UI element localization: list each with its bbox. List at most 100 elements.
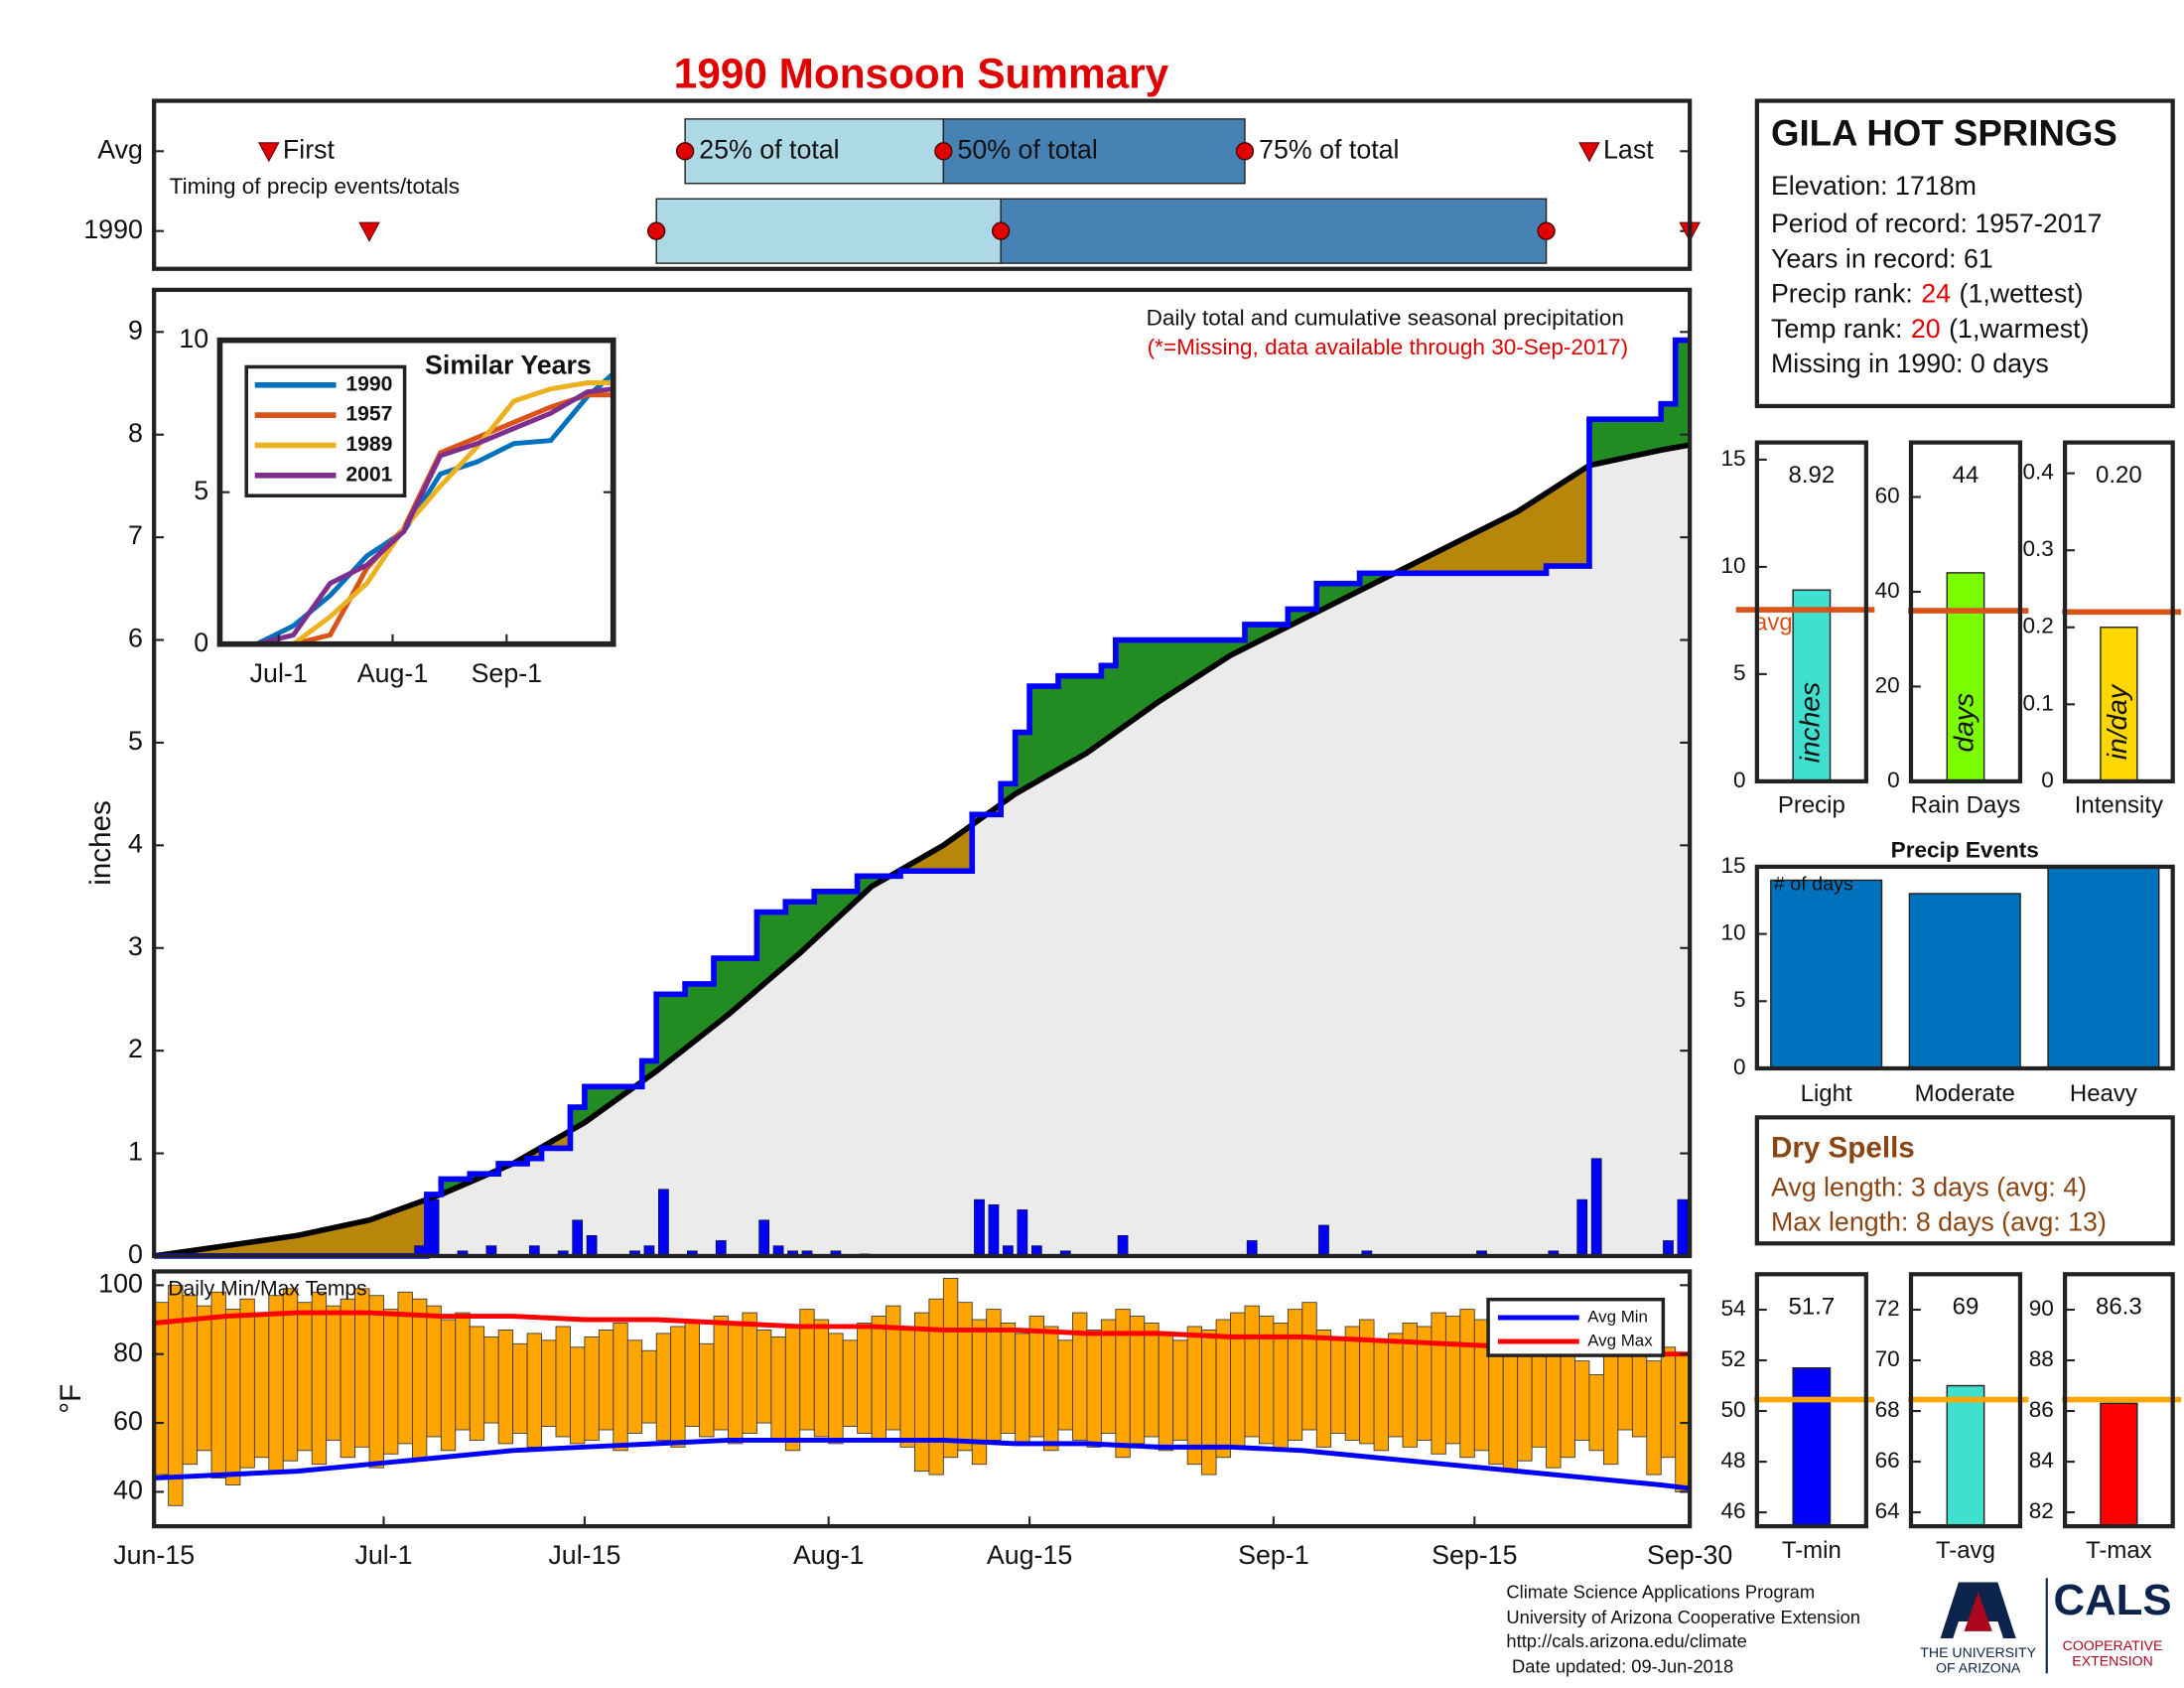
event-marker: [358, 221, 380, 242]
precip-rank-label: Precip rank:: [1771, 279, 1913, 309]
observed-line: [154, 337, 1691, 1259]
dry-spells-frame: [1754, 1115, 2175, 1246]
temp-bar: [1546, 1342, 1562, 1469]
inset-title: Similar Years: [425, 351, 592, 380]
temp-bar: [613, 1323, 628, 1452]
y-axis-label: inches: [84, 800, 117, 886]
category-label: T-avg: [1936, 1537, 1995, 1564]
temp-bar: [153, 1302, 170, 1476]
avg-temp-line: [154, 1437, 1691, 1491]
dry-spells-max: Max length: 8 days (avg: 13): [1771, 1207, 2107, 1237]
temp-bar: [1574, 1360, 1590, 1441]
y-tick-label: 0.1: [2022, 690, 2053, 715]
y-tick-label: 70: [1875, 1346, 1900, 1371]
marker-label: First: [283, 134, 336, 164]
marker-label: Last: [1603, 134, 1654, 164]
daily-bar: [1017, 1209, 1028, 1257]
temp-bar: [1043, 1326, 1059, 1452]
legend-label: 1957: [345, 403, 392, 426]
legend-label: Avg Min: [1587, 1307, 1648, 1326]
y-tick-label: 0: [1733, 768, 1746, 792]
y-tick-label: 8: [128, 418, 143, 448]
temp-bar: [541, 1339, 557, 1427]
y-tick-label: 10: [1720, 553, 1745, 578]
temp-rank-label: Temp rank:: [1771, 314, 1902, 344]
axes-frame: [1754, 864, 2175, 1071]
average-line: [153, 442, 1691, 1259]
marker-label: 50% of total: [957, 134, 1097, 164]
temp-bar: [713, 1316, 729, 1431]
temp-bar: [440, 1319, 457, 1452]
y-tick-label: 64: [1875, 1498, 1900, 1523]
precip-rank-value: 24: [1921, 279, 1951, 309]
y-tick-label: 0: [2041, 768, 2054, 792]
series-line: [219, 386, 614, 647]
station-years: Years in record: 61: [1771, 243, 1993, 273]
avg-temp-line: [153, 1310, 1691, 1357]
daily-bar: [428, 1198, 440, 1257]
y-tick-label: 15: [1720, 446, 1745, 471]
x-tick-label: Sep-1: [472, 658, 542, 688]
category-label: Intensity: [2075, 792, 2163, 819]
temp-bar: [483, 1336, 499, 1424]
precip-rank: Precip rank: 24 (1,wettest): [1771, 279, 2084, 309]
temp-bar: [1330, 1336, 1346, 1434]
temp-bar: [1560, 1353, 1575, 1459]
station-elevation: Elevation: 1718m: [1771, 171, 1977, 201]
bar: [2047, 866, 2160, 1069]
temp-bar: [1287, 1309, 1303, 1441]
legend-label: 2001: [345, 463, 392, 486]
y-tick-label: 5: [1733, 987, 1746, 1012]
y-tick-label: 68: [1875, 1397, 1900, 1422]
timing-box: [1000, 198, 1548, 264]
station-box: GILA HOT SPRINGS Elevation: 1718m Period…: [1754, 98, 2175, 409]
daily-bar: [1318, 1224, 1329, 1257]
axes-frame: [1754, 440, 1868, 784]
value-label: 0.20: [2096, 462, 2142, 489]
timing-box: [655, 198, 1002, 264]
y-tick-label: 5: [128, 726, 143, 756]
daily-bar: [1590, 1158, 1602, 1257]
stat-bar: [1792, 1366, 1832, 1527]
dry-spells-box: Dry Spells Avg length: 3 days (avg: 4) M…: [1754, 1115, 2175, 1246]
category-label: T-max: [2086, 1537, 2152, 1564]
logo-extension-text: EXTENSION: [2072, 1653, 2152, 1669]
daily-bar: [1576, 1198, 1588, 1257]
temp-bar: [411, 1298, 428, 1462]
station-name: GILA HOT SPRINGS: [1771, 112, 2117, 153]
y-tick-label: 84: [2029, 1448, 2054, 1473]
axes-frame: [1908, 1272, 2023, 1529]
temp-rank: Temp rank: 20 (1,warmest): [1771, 314, 2090, 344]
legend-label: 1989: [345, 433, 392, 456]
category-label: Precip: [1778, 792, 1845, 819]
marker-label: 25% of total: [699, 134, 839, 164]
temp-bar: [813, 1319, 830, 1438]
temp-bar: [326, 1305, 341, 1441]
temp-bar: [1660, 1346, 1677, 1459]
temp-bar: [455, 1312, 471, 1431]
temp-bar: [655, 1333, 672, 1441]
temp-bar: [1186, 1326, 1203, 1466]
temp-bar: [1144, 1323, 1160, 1438]
x-tick-label: Jun-15: [113, 1540, 195, 1570]
daily-bar: [586, 1234, 598, 1257]
y-tick-label: 0: [128, 1239, 143, 1269]
y-tick-label: 82: [2029, 1498, 2054, 1523]
daily-bar: [974, 1198, 985, 1257]
temp-bar: [742, 1312, 757, 1434]
total-marker: [675, 142, 695, 161]
daily-bar: [1246, 1240, 1258, 1257]
temp-bar: [1057, 1339, 1073, 1431]
temp-bar: [684, 1319, 700, 1427]
value-label: 86.3: [2096, 1293, 2142, 1320]
temp-bar: [340, 1298, 355, 1459]
legend-label: Avg Max: [1587, 1331, 1653, 1349]
bar: [1908, 893, 2021, 1069]
temp-bar: [311, 1291, 328, 1466]
temp-bar: [555, 1326, 571, 1438]
temp-bar: [268, 1295, 284, 1473]
temp-bar: [197, 1305, 212, 1452]
y-tick-label: 3: [128, 931, 143, 961]
y-tick-label: 60: [113, 1406, 143, 1436]
temp-bar: [1631, 1353, 1648, 1438]
